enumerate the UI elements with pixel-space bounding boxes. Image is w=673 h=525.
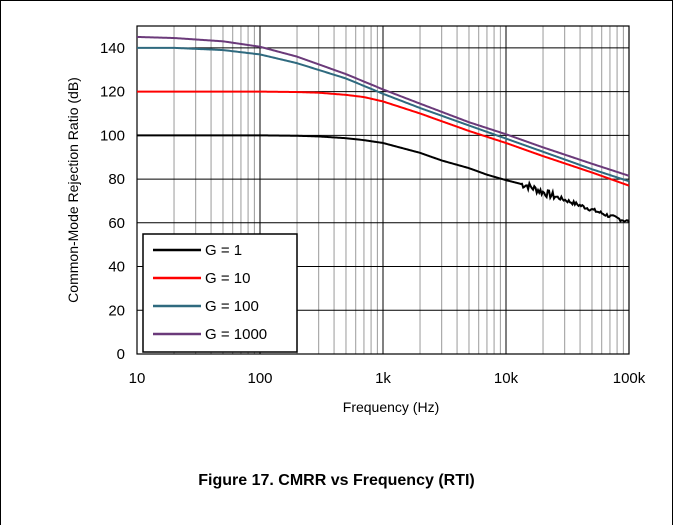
legend-label: G = 100 <box>205 298 259 315</box>
y-tick-label: 80 <box>108 171 125 188</box>
y-tick-label: 140 <box>100 40 125 57</box>
figure-frame-left <box>0 0 1 525</box>
legend-label: G = 10 <box>205 270 250 287</box>
legend-box <box>142 233 298 353</box>
series-line <box>137 46 630 183</box>
x-tick-label: 1k <box>375 370 391 387</box>
x-tick-label: 10k <box>494 370 519 387</box>
y-axis-label: Common-Mode Rejection Ratio (dB) <box>65 77 81 303</box>
legend-label: G = 1000 <box>205 326 267 343</box>
figure-frame-top <box>0 0 673 1</box>
y-tick-label: 100 <box>100 127 125 144</box>
series-line <box>136 35 630 177</box>
y-tick-label: 40 <box>108 259 125 276</box>
series-line <box>137 90 630 187</box>
y-tick-label: 60 <box>108 215 125 232</box>
cmrr-chart: 10 100 1k 10k 100k 0 20 40 60 80 100 120 140 Frequenc… <box>65 25 646 415</box>
y-tick-label: 0 <box>117 346 125 363</box>
x-tick-label: 10 <box>129 370 146 387</box>
figure-caption: Figure 17. CMRR vs Frequency (RTI) <box>198 472 475 489</box>
x-tick-label: 100 <box>247 370 272 387</box>
y-tick-label: 20 <box>108 302 125 319</box>
plot-border <box>136 25 630 355</box>
legend-label: G = 1 <box>205 242 242 259</box>
x-tick-label: 100k <box>613 370 646 387</box>
x-axis-label: Frequency (Hz) <box>343 399 439 415</box>
series-line <box>137 134 630 224</box>
y-tick-label: 120 <box>100 84 125 101</box>
